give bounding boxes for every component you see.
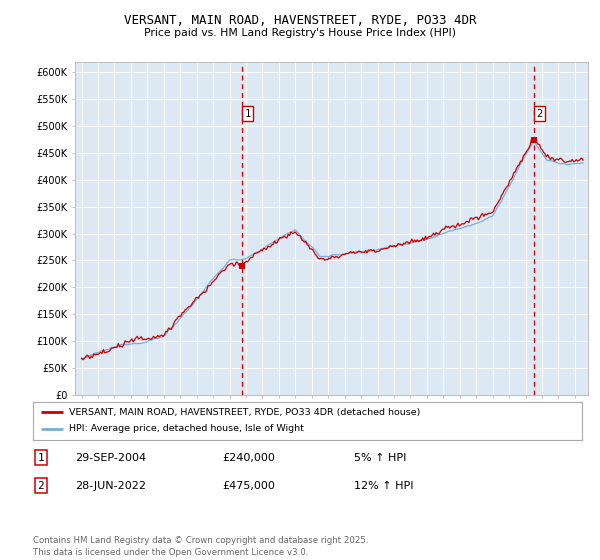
Text: £475,000: £475,000 [222,480,275,491]
Text: 5% ↑ HPI: 5% ↑ HPI [354,452,406,463]
Text: 12% ↑ HPI: 12% ↑ HPI [354,480,413,491]
Text: 1: 1 [244,109,251,119]
Text: VERSANT, MAIN ROAD, HAVENSTREET, RYDE, PO33 4DR: VERSANT, MAIN ROAD, HAVENSTREET, RYDE, P… [124,14,476,27]
Text: 2: 2 [37,480,44,491]
Text: 1: 1 [37,452,44,463]
Text: 29-SEP-2004: 29-SEP-2004 [75,452,146,463]
Text: HPI: Average price, detached house, Isle of Wight: HPI: Average price, detached house, Isle… [68,424,304,433]
Text: Contains HM Land Registry data © Crown copyright and database right 2025.
This d: Contains HM Land Registry data © Crown c… [33,536,368,557]
Text: VERSANT, MAIN ROAD, HAVENSTREET, RYDE, PO33 4DR (detached house): VERSANT, MAIN ROAD, HAVENSTREET, RYDE, P… [68,408,420,417]
Text: £240,000: £240,000 [222,452,275,463]
Text: 2: 2 [536,109,542,119]
Text: 28-JUN-2022: 28-JUN-2022 [75,480,146,491]
Text: Price paid vs. HM Land Registry's House Price Index (HPI): Price paid vs. HM Land Registry's House … [144,28,456,38]
